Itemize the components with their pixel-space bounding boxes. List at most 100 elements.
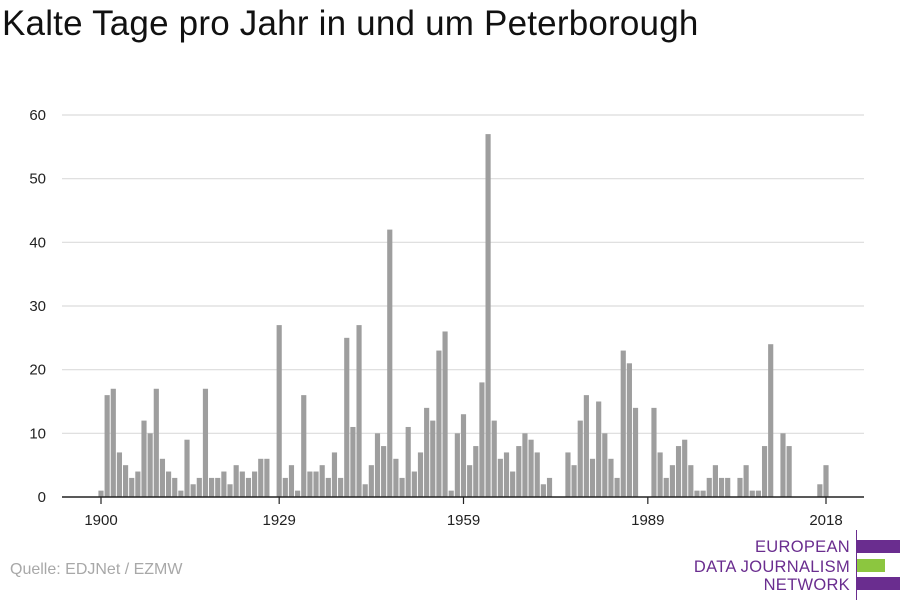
bar-1962	[479, 382, 485, 497]
bar-1933	[301, 395, 307, 497]
chart-title: Kalte Tage pro Jahr in und um Peterborou…	[2, 4, 699, 43]
bar-1920	[221, 471, 227, 497]
bar-1938	[331, 452, 338, 497]
bar-1957	[448, 490, 454, 497]
bar-1954	[430, 420, 436, 497]
bar-2018	[823, 465, 829, 497]
bar-1926	[258, 458, 264, 497]
bar-1922	[233, 465, 239, 497]
bar-1967	[510, 471, 516, 497]
bar-1991	[657, 452, 663, 497]
bar-1942	[356, 325, 362, 497]
bar-1908	[147, 433, 153, 497]
bar-1985	[620, 350, 626, 497]
bar-2011	[780, 433, 786, 497]
bar-1940	[344, 337, 350, 497]
bar-1936	[319, 465, 325, 497]
bar-1998	[700, 490, 706, 497]
y-tick-label: 50	[29, 171, 46, 188]
bar-1906	[135, 471, 141, 497]
x-axis-ticks: 1900 1929 1959 1989 2018	[84, 497, 843, 529]
bar-1929	[276, 325, 282, 497]
y-axis-tick-labels: 0 10 20 30 40 50 60	[29, 107, 46, 506]
bar-1987	[632, 407, 639, 497]
x-tick-label: 1900	[84, 512, 117, 529]
bar-2007	[755, 490, 761, 497]
x-tick-label: 1959	[447, 512, 480, 529]
bar-1997	[694, 490, 700, 497]
bar-1990	[651, 407, 657, 497]
bar-1960	[467, 465, 473, 497]
bar-2008	[761, 446, 768, 497]
bar-1958	[454, 433, 460, 497]
bar-1983	[608, 458, 614, 497]
bar-1981	[596, 401, 602, 497]
bar-2005	[743, 465, 749, 497]
bars	[98, 134, 829, 497]
bar-1993	[669, 465, 675, 497]
bar-1955	[436, 350, 442, 497]
logo-text-line-2: DATA JOURNALISM	[693, 558, 850, 576]
bar-1977	[571, 465, 577, 497]
bar-1995	[682, 439, 688, 497]
bar-1919	[215, 477, 221, 497]
y-tick-label: 40	[29, 234, 46, 251]
bar-2012	[786, 446, 792, 497]
bar-2004	[737, 477, 743, 497]
bar-1912	[172, 477, 178, 497]
bar-1905	[129, 477, 135, 497]
bar-1944	[368, 465, 374, 497]
bar-1961	[473, 446, 479, 497]
bar-1965	[497, 458, 503, 497]
bar-2001	[718, 477, 725, 497]
bar-1902	[110, 388, 116, 497]
bar-1973	[546, 477, 553, 497]
bar-1923	[239, 471, 245, 497]
bar-1968	[516, 446, 522, 497]
bar-1979	[583, 395, 589, 497]
bar-1901	[104, 395, 110, 497]
bar-1925	[252, 471, 258, 497]
source-note: Quelle: EDJNet / EZMW	[10, 561, 183, 578]
y-tick-label: 30	[29, 298, 46, 315]
bar-1946	[381, 446, 387, 497]
bar-1911	[166, 471, 172, 497]
bar-1903	[116, 452, 123, 497]
bar-1937	[325, 477, 331, 497]
bar-1964	[491, 420, 497, 497]
bar-1916	[196, 477, 202, 497]
logo-purple-bar-top	[857, 540, 900, 553]
bar-1939	[338, 477, 344, 497]
bar-1914	[184, 439, 190, 497]
bar-1953	[424, 407, 430, 497]
bar-1978	[577, 420, 583, 497]
bar-1932	[295, 490, 301, 497]
x-tick-label: 2018	[809, 512, 842, 529]
bar-1996	[688, 465, 694, 497]
logo-purple-bar-bottom	[857, 577, 900, 590]
bar-1910	[159, 458, 166, 497]
bar-1956	[442, 331, 448, 497]
bar-1970	[528, 439, 534, 497]
bar-1941	[350, 426, 356, 497]
bar-1935	[313, 471, 319, 497]
bar-1921	[227, 484, 233, 497]
y-tick-label: 20	[29, 362, 46, 379]
bar-1927	[264, 458, 270, 497]
gridlines	[62, 114, 864, 434]
bar-2009	[768, 344, 774, 497]
bar-1918	[209, 477, 215, 497]
bar-1966	[503, 452, 510, 497]
bar-1913	[178, 490, 184, 497]
bar-1900	[98, 490, 104, 497]
bar-1972	[540, 484, 546, 497]
x-tick-label: 1929	[262, 512, 295, 529]
x-tick-label: 1989	[631, 512, 664, 529]
bar-1999	[706, 477, 712, 497]
y-tick-label: 10	[29, 425, 46, 442]
bar-1992	[663, 477, 669, 497]
bar-1951	[411, 471, 417, 497]
logo-text-line-1: EUROPEAN	[754, 538, 850, 556]
edjnet-logo: EUROPEAN DATA JOURNALISM NETWORK	[694, 530, 900, 600]
bar-1947	[387, 229, 393, 497]
